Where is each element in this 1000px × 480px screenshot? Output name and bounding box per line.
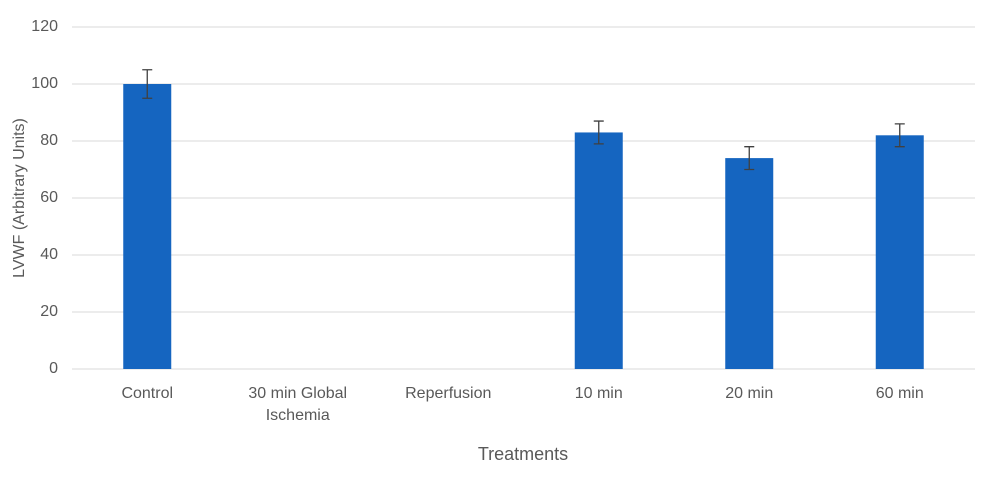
y-tick-label: 20 bbox=[40, 303, 58, 320]
error-bar bbox=[744, 146, 755, 171]
y-tick-label: 40 bbox=[40, 246, 58, 263]
y-tick-label: 60 bbox=[40, 189, 58, 206]
bar bbox=[875, 135, 924, 369]
y-tick-label: 100 bbox=[31, 75, 58, 92]
error-bar bbox=[894, 123, 905, 148]
bar bbox=[574, 132, 623, 369]
error-bar bbox=[593, 120, 604, 145]
bar bbox=[725, 158, 774, 369]
y-tick-label: 120 bbox=[31, 18, 58, 35]
x-tick-label: 20 min bbox=[725, 385, 774, 402]
y-tick-label: 0 bbox=[49, 360, 58, 377]
x-tick-label: Control bbox=[121, 385, 174, 402]
y-axis-title: LVWF (Arbitrary Units) bbox=[11, 118, 28, 278]
x-tick-label: Reperfusion bbox=[405, 385, 492, 402]
y-tick-label: 80 bbox=[40, 132, 58, 149]
x-tick-label: 60 min bbox=[875, 385, 924, 402]
x-tick-label: 30 min Global Ischemia bbox=[248, 385, 348, 424]
x-axis-title: Treatments bbox=[478, 444, 568, 464]
error-bar bbox=[142, 69, 153, 99]
x-tick-label: 10 min bbox=[574, 385, 623, 402]
bar bbox=[123, 84, 172, 369]
